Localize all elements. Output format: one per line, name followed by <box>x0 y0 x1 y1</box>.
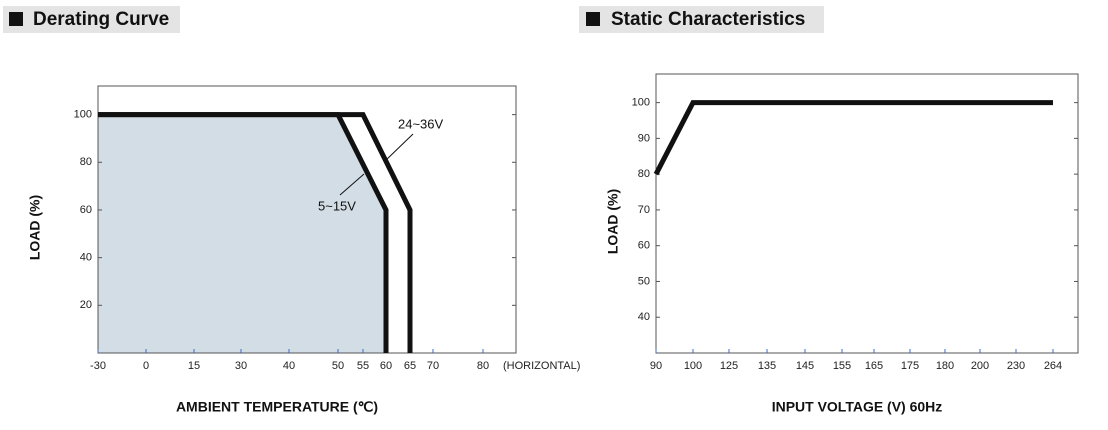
x-tick-label: 30 <box>235 360 247 372</box>
x-tick-label: -30 <box>90 360 106 372</box>
leader-line <box>339 173 365 196</box>
header-bullet <box>9 12 23 26</box>
y-axis-label: LOAD (%) <box>605 189 621 254</box>
y-tick-label: 80 <box>80 156 92 168</box>
y-tick-label: 60 <box>638 240 650 252</box>
x-tick-label: 65 <box>404 360 416 372</box>
x-tick-label: 90 <box>650 360 662 372</box>
x-axis-label: AMBIENT TEMPERATURE (℃) <box>176 399 378 415</box>
y-tick-label: 50 <box>638 275 650 287</box>
x-tick-label: 60 <box>380 360 392 372</box>
x-tick-label: 70 <box>427 360 439 372</box>
series-label: 5~15V <box>318 198 356 213</box>
x-axis-note: (HORIZONTAL) <box>503 360 580 372</box>
x-tick-label: 15 <box>188 360 200 372</box>
leader-line <box>383 133 414 163</box>
x-tick-label: 135 <box>758 360 776 372</box>
series-label: 24~36V <box>398 116 444 131</box>
x-tick-label: 155 <box>833 360 851 372</box>
x-tick-label: 200 <box>971 360 989 372</box>
x-tick-label: 180 <box>936 360 954 372</box>
x-tick-label: 165 <box>865 360 883 372</box>
x-tick-label: 0 <box>143 360 149 372</box>
x-tick-label: 230 <box>1007 360 1025 372</box>
x-tick-label: 145 <box>796 360 814 372</box>
header-band <box>579 6 824 33</box>
y-tick-label: 20 <box>80 299 92 311</box>
chart-title: Static Characteristics <box>611 9 805 30</box>
plot-frame <box>655 73 1079 354</box>
plot-frame <box>97 85 517 354</box>
y-tick-label: 100 <box>74 109 92 121</box>
y-axis-label: LOAD (%) <box>27 195 43 260</box>
x-tick-label: 100 <box>684 360 702 372</box>
header-band <box>3 6 180 33</box>
y-tick-label: 90 <box>638 132 650 144</box>
y-tick-label: 60 <box>80 204 92 216</box>
y-tick-label: 40 <box>80 252 92 264</box>
y-tick-label: 100 <box>632 97 650 109</box>
x-tick-label: 80 <box>477 360 489 372</box>
area-fill <box>98 114 386 353</box>
x-axis-label: INPUT VOLTAGE (V) 60Hz <box>772 399 943 415</box>
line <box>653 100 1053 176</box>
line <box>98 112 413 353</box>
header-bullet <box>586 12 600 26</box>
x-tick-label: 125 <box>720 360 738 372</box>
y-tick-label: 80 <box>638 168 650 180</box>
y-tick-label: 40 <box>638 311 650 323</box>
x-tick-label: 50 <box>332 360 344 372</box>
y-tick-label: 70 <box>638 204 650 216</box>
x-tick-label: 40 <box>283 360 295 372</box>
x-tick-label: 264 <box>1044 360 1062 372</box>
x-tick-label: 175 <box>901 360 919 372</box>
x-tick-label: 55 <box>357 360 369 372</box>
chart-title: Derating Curve <box>33 9 169 30</box>
